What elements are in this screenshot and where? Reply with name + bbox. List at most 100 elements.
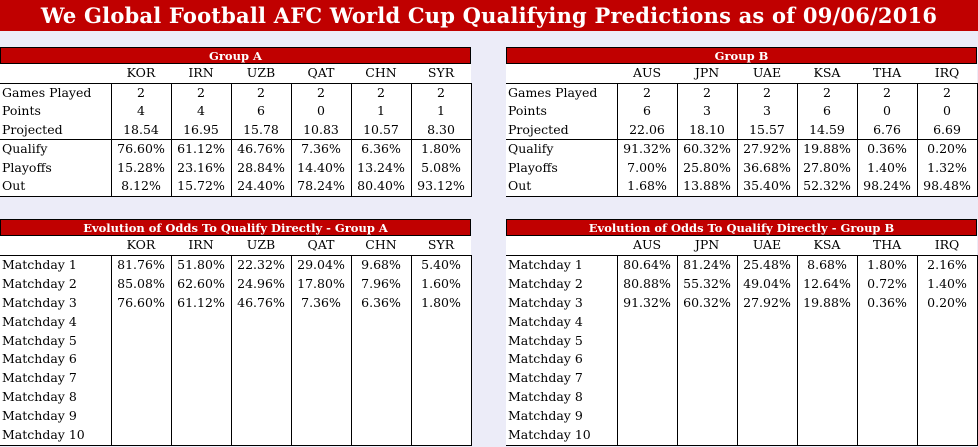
value-cell xyxy=(917,407,978,427)
row-label: Matchday 7 xyxy=(0,369,112,389)
value-cell: 2 xyxy=(677,82,738,102)
row-label: Out xyxy=(506,177,618,197)
value-cell: 15.57 xyxy=(737,120,798,140)
table-row: Matchday 2 80.88% 55.32% 49.04% 12.64% 0.72% 1… xyxy=(506,274,978,294)
table-row: Qualify 91.32% 60.32% 27.92% 19.88% 0.36% 0.20… xyxy=(506,139,978,159)
value-cell: 93.12% xyxy=(411,177,472,197)
value-cell: 7.00% xyxy=(617,158,678,177)
value-cell: 52.32% xyxy=(797,177,858,197)
value-cell: 29.04% xyxy=(291,254,352,275)
team-header-irn: IRN xyxy=(188,237,214,252)
column-header-row: KOR IRN UZB QAT CHN SYR xyxy=(0,64,471,83)
value-cell: 7.96% xyxy=(351,274,412,294)
value-cell: 14.59 xyxy=(797,120,858,140)
team-header-jpn: JPN xyxy=(694,237,720,252)
value-cell xyxy=(111,350,172,370)
value-cell: 2 xyxy=(111,82,172,102)
value-cell xyxy=(797,312,858,332)
table-row: Matchday 10 xyxy=(0,426,472,446)
team-header-kor: KOR xyxy=(126,65,156,80)
row-label: Matchday 7 xyxy=(506,369,618,389)
team-header-syr: SYR xyxy=(427,65,455,80)
value-cell xyxy=(351,388,412,408)
value-cell: 61.12% xyxy=(171,293,232,313)
value-cell: 0 xyxy=(857,102,918,121)
value-cell xyxy=(171,350,232,370)
value-cell: 1.68% xyxy=(617,177,678,197)
evolution-a-panel: Evolution of Odds To Qualify Directly - … xyxy=(0,219,472,446)
value-cell xyxy=(351,331,412,351)
value-cell: 1.80% xyxy=(411,139,472,159)
value-cell: 25.48% xyxy=(737,254,798,275)
team-header-syr: SYR xyxy=(427,237,455,252)
value-cell: 6.69 xyxy=(917,120,978,140)
row-label: Games Played xyxy=(506,82,618,102)
corner-cell xyxy=(0,236,111,255)
value-cell: 2 xyxy=(171,82,232,102)
value-cell xyxy=(677,369,738,389)
value-cell xyxy=(111,369,172,389)
team-header-irq: IRQ xyxy=(934,65,960,80)
value-cell: 1.80% xyxy=(857,254,918,275)
table-row: Games Played 2 2 2 2 2 2 xyxy=(0,82,472,102)
table-row: Matchday 1 80.64% 81.24% 25.48% 8.68% 1.80% 2.… xyxy=(506,254,978,275)
table-row: Playoffs 15.28% 23.16% 28.84% 14.40% 13.24% 5.… xyxy=(0,158,472,177)
row-label: Matchday 9 xyxy=(506,407,618,427)
value-cell xyxy=(857,426,918,446)
value-cell: 62.60% xyxy=(171,274,232,294)
value-cell xyxy=(737,369,798,389)
table-row: Playoffs 7.00% 25.80% 36.68% 27.80% 1.40% 1.32… xyxy=(506,158,978,177)
team-header-uae: UAE xyxy=(752,237,782,252)
value-cell: 1.80% xyxy=(411,293,472,313)
value-cell xyxy=(291,426,352,446)
corner-cell xyxy=(506,64,617,83)
value-cell: 6.76 xyxy=(857,120,918,140)
corner-cell xyxy=(506,236,617,255)
value-cell xyxy=(411,350,472,370)
value-cell: 46.76% xyxy=(231,139,292,159)
table-row: Matchday 9 xyxy=(506,407,978,427)
row-label: Matchday 3 xyxy=(506,293,618,313)
value-cell xyxy=(797,350,858,370)
value-cell: 3 xyxy=(737,102,798,121)
value-cell xyxy=(857,369,918,389)
value-cell: 2 xyxy=(351,82,412,102)
table-row: Out 8.12% 15.72% 24.40% 78.24% 80.40% 93.12% xyxy=(0,177,472,197)
value-cell: 85.08% xyxy=(111,274,172,294)
table-row: Matchday 6 xyxy=(0,350,472,370)
row-label: Qualify xyxy=(506,139,618,159)
table-row: Projected 18.54 16.95 15.78 10.83 10.57 8.30 xyxy=(0,120,472,140)
table-row: Matchday 6 xyxy=(506,350,978,370)
value-cell xyxy=(857,407,918,427)
row-label: Points xyxy=(0,102,112,121)
value-cell: 2 xyxy=(411,82,472,102)
value-cell xyxy=(617,369,678,389)
value-cell xyxy=(857,350,918,370)
value-cell: 3 xyxy=(677,102,738,121)
value-cell: 60.32% xyxy=(677,139,738,159)
value-cell: 10.83 xyxy=(291,120,352,140)
value-cell xyxy=(111,312,172,332)
value-cell xyxy=(917,426,978,446)
value-cell: 51.80% xyxy=(171,254,232,275)
value-cell xyxy=(111,388,172,408)
team-header-aus: AUS xyxy=(632,65,662,80)
column-header-row: AUS JPN UAE KSA THA IRQ xyxy=(506,236,977,255)
value-cell: 13.88% xyxy=(677,177,738,197)
value-cell xyxy=(231,331,292,351)
value-cell: 19.88% xyxy=(797,293,858,313)
value-cell: 23.16% xyxy=(171,158,232,177)
group-b-header: Group B xyxy=(506,47,977,64)
row-label: Matchday 3 xyxy=(0,293,112,313)
value-cell: 19.88% xyxy=(797,139,858,159)
value-cell: 2 xyxy=(917,82,978,102)
team-header-irn: IRN xyxy=(188,65,214,80)
value-cell: 8.12% xyxy=(111,177,172,197)
table-row: Qualify 76.60% 61.12% 46.76% 7.36% 6.36% 1.80% xyxy=(0,139,472,159)
row-label: Qualify xyxy=(0,139,112,159)
value-cell xyxy=(231,388,292,408)
value-cell xyxy=(797,426,858,446)
row-label: Points xyxy=(506,102,618,121)
value-cell: 15.72% xyxy=(171,177,232,197)
row-label: Matchday 1 xyxy=(506,254,618,275)
